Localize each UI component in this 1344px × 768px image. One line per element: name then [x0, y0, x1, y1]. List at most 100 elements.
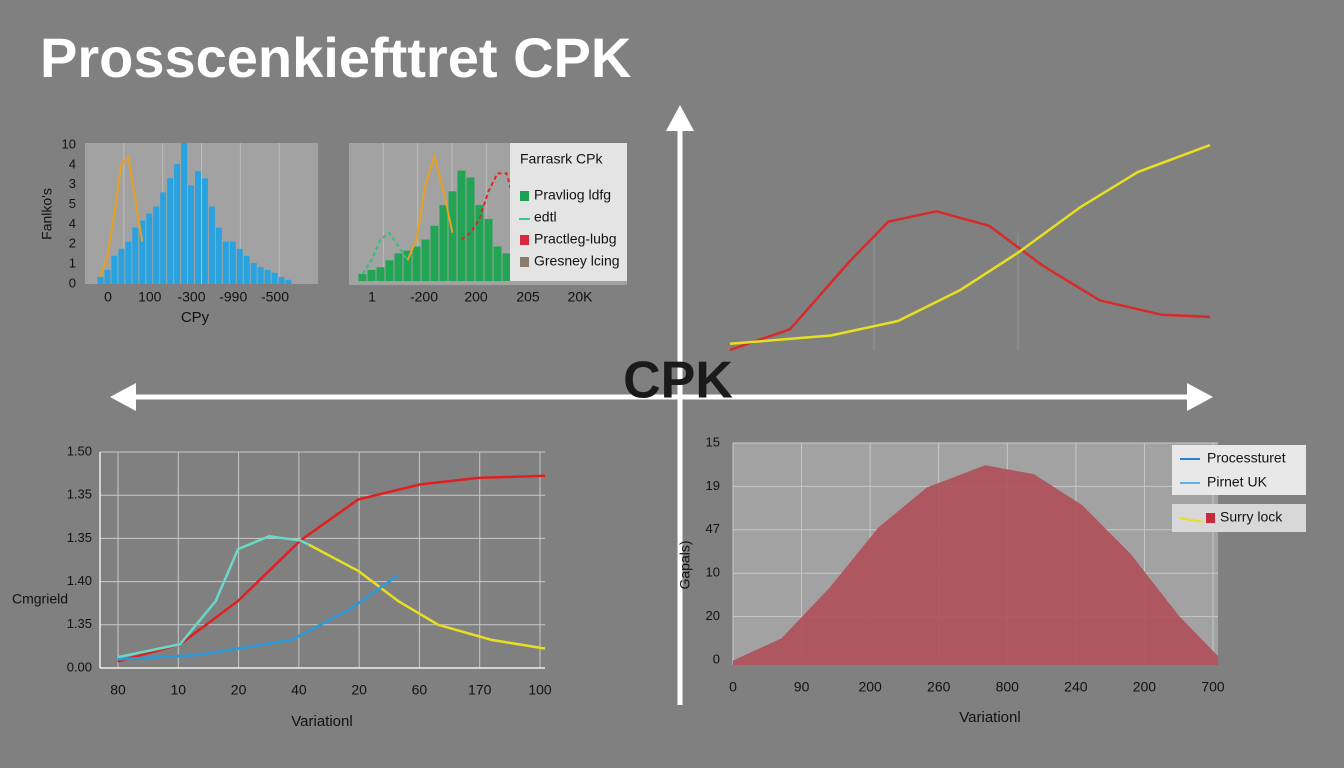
bar — [201, 178, 208, 284]
bar — [285, 279, 292, 284]
y-tick-label: 19 — [706, 478, 720, 493]
bar — [278, 276, 285, 284]
bar — [264, 269, 271, 284]
legend-box — [510, 143, 627, 281]
legend-label: edtl — [534, 209, 557, 225]
y-tick-label: 1.35 — [67, 530, 92, 545]
x-tick-label: 200 — [858, 679, 882, 695]
x-tick-label: 800 — [996, 679, 1020, 695]
x-tick-label: 10 — [170, 682, 186, 698]
bar — [412, 246, 421, 281]
bar — [493, 246, 502, 281]
line — [117, 474, 546, 663]
cross-arrows — [110, 105, 1213, 705]
bar — [125, 241, 132, 284]
bar — [174, 164, 181, 284]
x-tick-label: 100 — [138, 289, 162, 305]
bar — [484, 218, 493, 281]
bar — [439, 205, 448, 281]
bar — [457, 170, 466, 281]
x-tick-label: -200 — [410, 289, 438, 305]
legend-swatch — [1206, 513, 1215, 523]
x-axis-title: Variationl — [959, 709, 1020, 726]
x-tick-label: 700 — [1201, 679, 1225, 695]
x-tick-label: -500 — [261, 289, 289, 305]
x-tick-label: 20 — [351, 682, 367, 698]
bar — [358, 274, 367, 281]
bar — [403, 250, 412, 281]
bar — [208, 206, 215, 284]
page-title: Prosscenkiefttret CPK — [40, 26, 631, 89]
y-tick-label: 5 — [69, 196, 76, 211]
bar — [132, 227, 139, 284]
bar — [236, 248, 243, 284]
area — [733, 465, 1218, 665]
bar — [229, 241, 236, 284]
legend-label: Gresney lcing — [534, 253, 620, 269]
bar — [222, 241, 229, 284]
y-tick-label: 20 — [706, 608, 720, 623]
x-tick-label: 90 — [794, 679, 810, 695]
bar — [215, 227, 222, 284]
y-tick-label: 15 — [706, 434, 720, 449]
y-tick-label: 4 — [69, 156, 76, 171]
x-tick-label: 205 — [516, 289, 540, 305]
curve — [361, 231, 409, 275]
line — [308, 543, 546, 650]
bar — [153, 206, 160, 284]
bar — [146, 213, 153, 284]
y-tick-label: 10 — [62, 136, 76, 151]
x-tick-label: 240 — [1064, 679, 1088, 695]
x-tick-label: 0 — [729, 679, 737, 695]
line — [117, 534, 310, 659]
x-tick-label: 100 — [528, 682, 552, 698]
bar — [367, 269, 376, 281]
x-tick-label: 260 — [927, 679, 951, 695]
y-tick-label: 1.35 — [67, 616, 92, 631]
bar — [160, 192, 167, 284]
bar — [250, 262, 257, 284]
y-tick-label: 3 — [69, 176, 76, 191]
bar — [448, 191, 457, 281]
bar — [502, 253, 511, 281]
x-tick-label: 200 — [1133, 679, 1157, 695]
bar — [118, 248, 125, 284]
center-label: CPK — [623, 352, 733, 410]
bar — [111, 255, 118, 284]
x-tick-label: 80 — [110, 682, 126, 698]
x-tick-label: 40 — [291, 682, 307, 698]
y-axis-title: Fanlko's — [39, 188, 55, 240]
legend-label: Processturet — [1207, 450, 1286, 466]
legend-box — [1172, 445, 1306, 495]
y-tick-label: 47 — [706, 521, 720, 536]
bar — [421, 239, 430, 281]
legend-swatch — [520, 257, 529, 267]
bar — [188, 185, 194, 284]
line — [729, 143, 1211, 346]
x-axis-title: CPy — [181, 309, 210, 326]
bar — [385, 260, 394, 281]
legend-label: Pravliog ldfg — [534, 187, 611, 203]
legend-swatch — [520, 191, 529, 201]
bar — [466, 177, 475, 281]
legend-label: Surry lock — [1220, 509, 1283, 525]
y-tick-label: 0 — [713, 651, 720, 666]
y-tick-label: 2 — [69, 236, 76, 251]
x-tick-label: 170 — [468, 682, 492, 698]
x-tick-label: 20K — [568, 289, 594, 305]
x-tick-label: -300 — [177, 289, 205, 305]
legend-box — [1172, 504, 1306, 532]
bar — [475, 205, 484, 281]
legend-swatch — [520, 235, 529, 245]
y-tick-label: 0 — [69, 275, 76, 290]
x-tick-label: 0 — [104, 289, 112, 305]
bar — [195, 171, 201, 284]
x-tick-label: 20 — [231, 682, 247, 698]
line — [729, 210, 1211, 352]
y-tick-label: 10 — [706, 565, 720, 580]
curve — [99, 155, 144, 278]
bar — [271, 272, 278, 284]
x-tick-label: 60 — [412, 682, 428, 698]
bar — [376, 267, 385, 281]
y-tick-label: 1 — [69, 256, 76, 271]
